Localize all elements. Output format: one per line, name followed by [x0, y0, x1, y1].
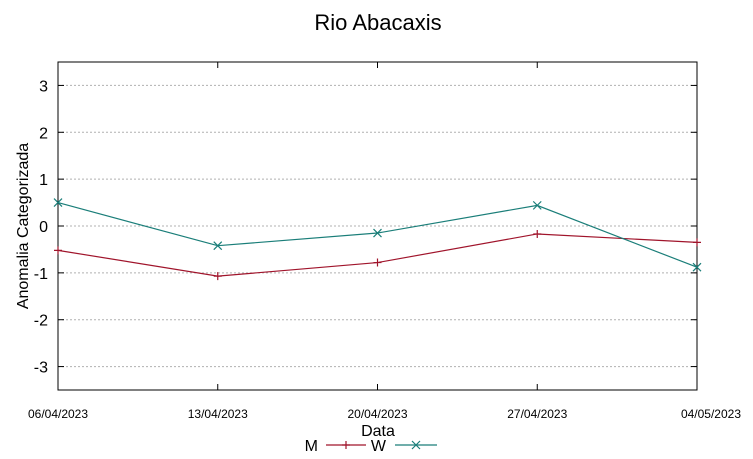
grid-lines — [58, 84, 697, 368]
series-line — [57, 233, 698, 277]
data-point — [411, 440, 421, 450]
data-point — [213, 241, 223, 251]
x-axis-label: Data — [361, 423, 395, 440]
y-tick-label: 1 — [39, 172, 48, 189]
data-point — [54, 246, 62, 255]
data-point — [533, 229, 542, 238]
data-point — [693, 238, 701, 247]
y-tick-label: -2 — [34, 313, 48, 330]
series-group — [53, 198, 702, 281]
y-axis-label: Anomalia Categorizada — [15, 143, 32, 309]
data-point — [342, 441, 350, 449]
y-tick-label: 3 — [39, 78, 48, 95]
x-tick-label: 20/04/2023 — [347, 407, 407, 421]
legend-label: W — [371, 438, 387, 455]
legend-label: M — [305, 438, 318, 455]
y-tick-label: 2 — [39, 125, 48, 142]
series-W — [53, 198, 702, 272]
y-tick-label: -3 — [34, 360, 48, 377]
data-point — [692, 262, 702, 272]
x-tick-label: 04/05/2023 — [681, 407, 741, 421]
plot-area — [57, 61, 698, 391]
data-point — [373, 228, 382, 238]
data-point — [373, 258, 382, 267]
data-point — [213, 272, 222, 281]
y-tick-label: 0 — [39, 219, 48, 236]
data-point — [53, 198, 63, 207]
chart-title: Rio Abacaxis — [314, 10, 441, 35]
y-axis: 3 2 1 0 -1 -2 -3 — [34, 78, 697, 377]
y-tick-label: -1 — [34, 266, 48, 283]
x-tick-label: 06/04/2023 — [28, 407, 88, 421]
data-point — [532, 200, 542, 210]
x-tick-label: 27/04/2023 — [507, 407, 567, 421]
series-M — [54, 229, 701, 281]
series-line — [57, 201, 698, 268]
x-tick-label: 13/04/2023 — [188, 407, 248, 421]
x-axis: 06/04/2023 13/04/2023 20/04/2023 27/04/2023… — [28, 62, 741, 421]
